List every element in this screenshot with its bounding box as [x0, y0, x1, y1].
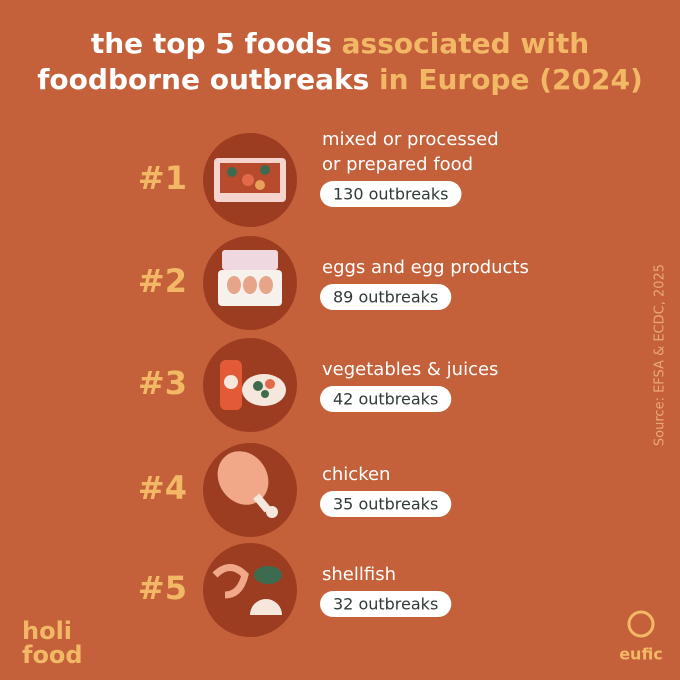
rank: #2 [138, 262, 187, 300]
logo-food: food [22, 641, 83, 669]
logo-eufic: eufic [619, 645, 663, 664]
rank: #3 [138, 364, 187, 402]
source: Source: EFSA & ECDC, 2025 [653, 264, 668, 446]
badge [320, 491, 452, 517]
badge-text: 35 outbreaks [333, 495, 438, 514]
rank: #4 [138, 469, 187, 507]
badge-text: 89 outbreaks [333, 288, 438, 307]
rank: #5 [138, 569, 187, 607]
logo-holi: holi [22, 617, 72, 645]
item-label: or prepared food [322, 154, 473, 175]
badge-text: 130 outbreaks [333, 185, 448, 204]
title-segment: associated with [342, 27, 590, 60]
badge [320, 386, 452, 412]
item-label: chicken [322, 464, 390, 485]
items: #1 mixed or processed or prepared food 130 … [138, 129, 529, 617]
item-label: mixed or processed [322, 129, 499, 150]
icons [203, 133, 297, 637]
badge-text: 32 outbreaks [333, 595, 438, 614]
item-label: vegetables & juices [322, 359, 498, 380]
item-label: eggs and egg products [322, 257, 529, 278]
item-label: shellfish [322, 564, 396, 585]
badge [320, 284, 452, 310]
title-segment: foodborne outbreaks [37, 63, 369, 96]
rank: #1 [138, 159, 187, 197]
badge [320, 591, 452, 617]
badge-text: 42 outbreaks [333, 390, 438, 409]
title: the top 5 foods associated with foodborne… [37, 27, 642, 96]
title-segment: the top 5 foods [91, 27, 342, 60]
logo-eufic-icon [627, 610, 655, 638]
badge [320, 181, 462, 207]
title-segment: in Europe (2024) [369, 63, 642, 96]
